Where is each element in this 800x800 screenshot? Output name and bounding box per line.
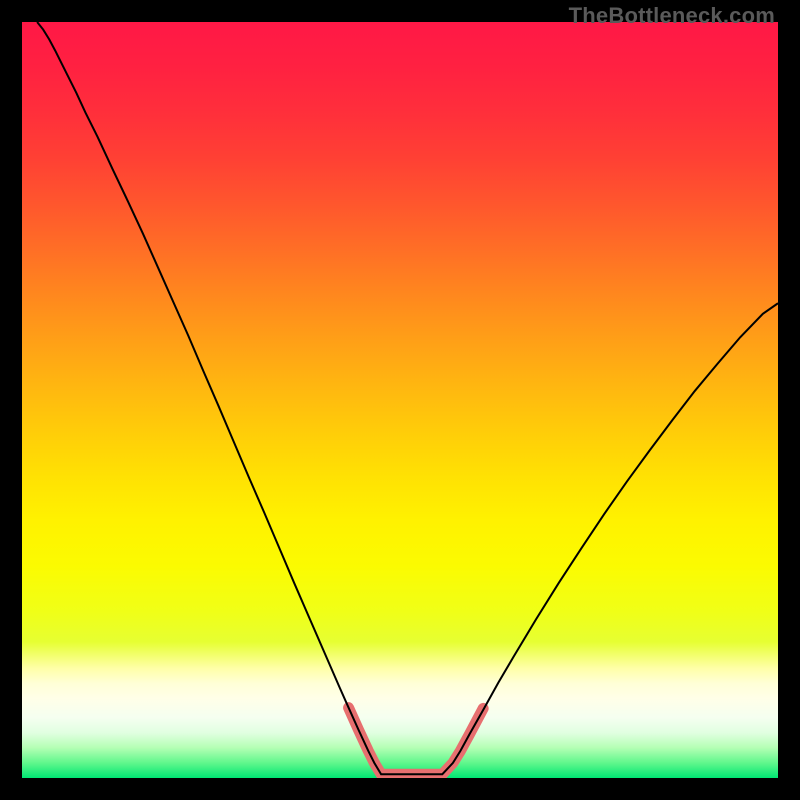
bottleneck-chart-svg: [22, 22, 778, 778]
gradient-background: [22, 22, 778, 778]
figure-root: TheBottleneck.com: [0, 0, 800, 800]
plot-area: [22, 22, 778, 778]
watermark-text: TheBottleneck.com: [569, 3, 775, 29]
